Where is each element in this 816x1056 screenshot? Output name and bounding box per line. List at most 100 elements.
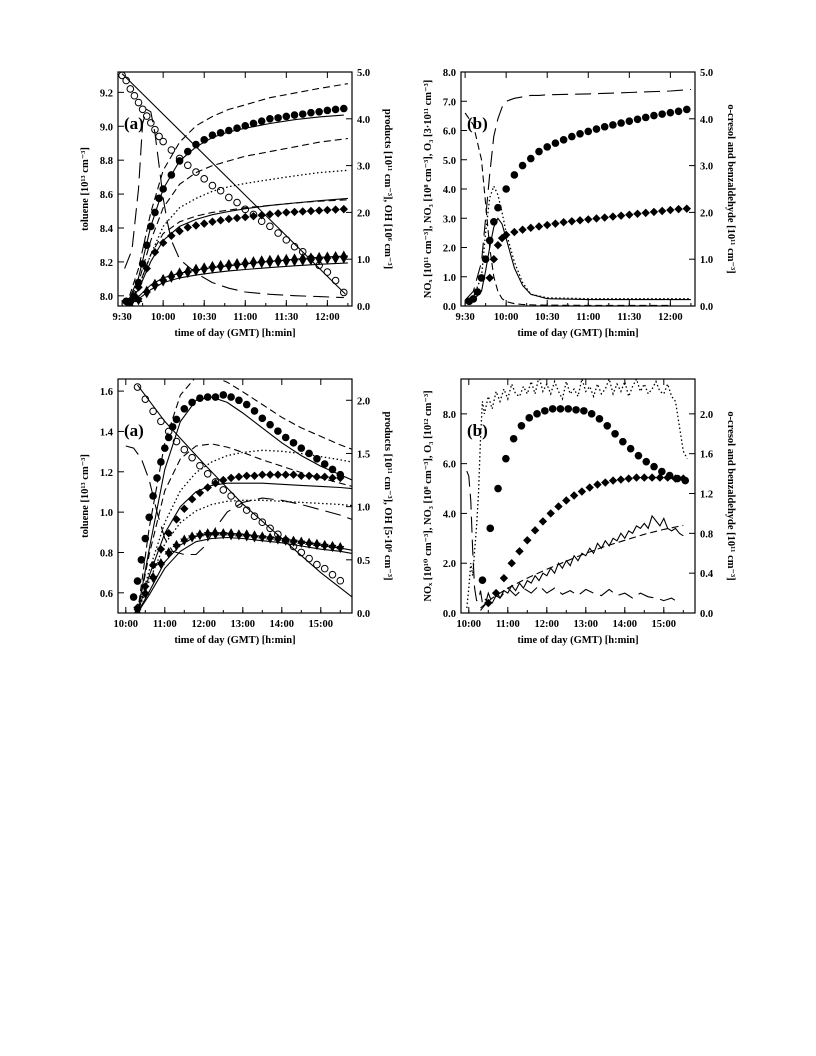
triangle-up-marker <box>200 262 209 270</box>
triangle-down-marker <box>265 260 274 268</box>
open-circle-marker <box>328 570 337 579</box>
series-line-6 <box>125 114 344 306</box>
diamond-marker <box>312 472 322 482</box>
y-right-tick-label: 0.0 <box>700 609 713 620</box>
diamond-marker <box>640 473 649 482</box>
y-left-tick-label: 1.6 <box>100 387 113 398</box>
y-left-tick-label: 1.0 <box>443 273 456 284</box>
diamond-marker <box>167 231 176 240</box>
open-circle-marker <box>167 146 176 154</box>
diamond-marker <box>331 205 340 214</box>
data-layer <box>464 88 691 306</box>
open-circle-marker <box>147 119 155 127</box>
y-left-tick-label: 4.0 <box>443 509 456 520</box>
y-left-tick-label: 8.0 <box>100 292 113 303</box>
diamond-marker <box>180 504 189 513</box>
diamond-marker <box>306 206 316 216</box>
x-tick-label: 10:00 <box>114 619 139 630</box>
diamond-marker <box>641 208 650 218</box>
y-right-tick-label: 1.2 <box>700 490 713 501</box>
y-left-axis-title: NOₓ [10¹¹ cm⁻³], NO₃ [10⁸ cm⁻³], O₃ [3·1… <box>423 80 434 298</box>
diamond-marker <box>232 213 242 223</box>
series-line-6 <box>136 379 352 613</box>
y-left-tick-label: 0.0 <box>443 302 456 313</box>
y-left-tick-label: 8.8 <box>100 156 113 167</box>
diamond-marker <box>281 470 290 479</box>
diamond-marker <box>172 515 181 524</box>
diamond-marker <box>569 491 579 500</box>
series-line-5 <box>480 524 684 609</box>
diamond-marker <box>523 536 532 545</box>
triangle-down-marker <box>227 533 236 541</box>
series-line-1 <box>121 73 346 295</box>
triangle-up-marker <box>257 255 266 263</box>
filled-circle-marker <box>517 422 526 430</box>
triangle-up-marker <box>224 258 233 267</box>
filled-circle-marker <box>339 104 348 113</box>
triangle-down-marker <box>180 538 189 546</box>
diamond-marker <box>164 529 173 538</box>
series-line-10 <box>125 197 348 306</box>
filled-circle-marker <box>172 415 181 424</box>
x-tick-label: 12:00 <box>535 619 560 630</box>
diamond-marker <box>273 209 283 218</box>
open-circle-marker <box>233 198 241 207</box>
series-line-5 <box>464 112 671 306</box>
diamond-marker <box>616 475 626 484</box>
filled-circle-marker <box>674 107 683 116</box>
filled-circle-marker <box>157 458 165 466</box>
diamond-marker <box>224 214 234 224</box>
diamond-marker <box>219 475 228 485</box>
x-tick-label: 11:30 <box>617 312 641 323</box>
open-circle-marker <box>142 112 151 120</box>
filled-circle-marker <box>518 161 527 170</box>
triangle-down-marker <box>273 537 282 545</box>
series-line-4 <box>480 514 684 611</box>
data-layer <box>118 72 348 306</box>
series-line-9 <box>136 449 352 613</box>
diamond-marker <box>250 471 259 480</box>
diamond-marker <box>632 473 641 482</box>
x-tick-label: 14:00 <box>613 619 638 630</box>
series-line-7 <box>136 396 352 613</box>
triangle-down-marker <box>167 275 176 283</box>
filled-circle-marker <box>526 154 535 163</box>
y-right-tick-label: 5.0 <box>357 68 370 79</box>
triangle-down-marker <box>298 258 307 267</box>
series-line-10 <box>136 482 352 613</box>
diamond-marker <box>663 473 672 482</box>
triangle-up-marker <box>241 257 250 265</box>
y-left-tick-label: 1.2 <box>100 468 113 479</box>
triangle-down-marker <box>266 536 275 544</box>
filled-circle-marker <box>328 465 337 474</box>
triangle-up-marker <box>274 254 283 262</box>
diamond-marker <box>559 218 568 227</box>
series-line-2 <box>464 88 691 301</box>
filled-circle-marker <box>587 410 596 418</box>
panel-label: (b) <box>467 114 488 133</box>
y-right-tick-label: 1.0 <box>357 255 370 266</box>
y-right-tick-label: 0.0 <box>357 302 370 313</box>
diamond-marker <box>515 547 524 556</box>
y-left-tick-label: 8.2 <box>100 258 113 269</box>
diamond-marker <box>543 220 552 230</box>
open-circle-marker <box>208 181 217 190</box>
y-left-axis-title: toluene [10¹³ cm⁻³] <box>80 147 91 231</box>
filled-circle-marker <box>494 484 502 493</box>
diamond-marker <box>666 205 675 215</box>
filled-circle-marker <box>509 434 518 443</box>
diamond-marker <box>183 223 192 232</box>
diamond-marker <box>538 517 548 526</box>
filled-circle-marker <box>642 457 651 466</box>
filled-circle-marker <box>257 117 266 125</box>
filled-circle-marker <box>600 122 609 131</box>
triangle-up-marker <box>216 259 225 268</box>
diamond-marker <box>289 470 298 479</box>
diamond-marker <box>265 470 275 479</box>
filled-circle-marker <box>298 110 307 118</box>
y-right-tick-label: 2.0 <box>700 410 713 421</box>
triangle-down-marker <box>149 575 158 583</box>
diamond-marker <box>674 204 683 214</box>
diamond-marker <box>534 222 544 231</box>
